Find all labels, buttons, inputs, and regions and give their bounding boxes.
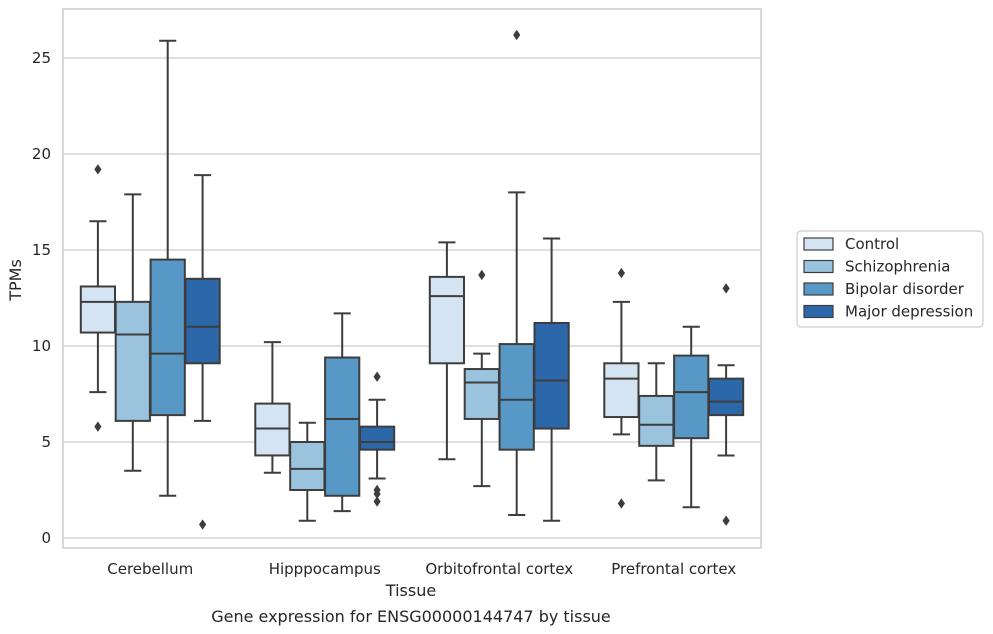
- box-iqr: [707, 377, 745, 417]
- legend-swatch: [803, 259, 834, 274]
- y-tick-label: 0: [41, 529, 51, 547]
- outlier-point: [722, 515, 730, 526]
- box-major-depression: [533, 237, 570, 522]
- box-iqr: [428, 275, 466, 365]
- box-bipolar-disorder: [673, 325, 710, 509]
- legend-label: Schizophrenia: [845, 258, 950, 276]
- y-tick-label: 20: [32, 145, 51, 163]
- outlier-point: [478, 269, 486, 281]
- legend-swatch: [803, 282, 834, 296]
- box-control: [79, 164, 117, 432]
- x-tick-label: Hipppocampus: [269, 560, 381, 578]
- box-iqr: [673, 354, 710, 440]
- outlier-point: [617, 498, 625, 509]
- box-iqr: [603, 362, 640, 419]
- legend: Control Schizophrenia Bipolar disorder Majo…: [796, 230, 984, 328]
- box-iqr: [324, 356, 361, 497]
- x-axis-title: Tissue: [385, 581, 436, 600]
- box-major-depression: [707, 283, 745, 526]
- box-major-depression: [184, 174, 221, 530]
- x-tick-label: Orbitofrontal cortex: [425, 560, 573, 578]
- outlier-point: [513, 29, 521, 41]
- box-iqr: [638, 394, 675, 447]
- box-iqr: [79, 285, 117, 334]
- outlier-point: [617, 267, 625, 279]
- x-tick-label: Prefrontal cortex: [611, 560, 736, 578]
- box-schizophrenia: [114, 193, 151, 472]
- legend-frame: [796, 230, 984, 328]
- legend-label: Bipolar disorder: [845, 280, 965, 298]
- y-axis-title: TPMs: [6, 259, 25, 302]
- box-major-depression: [358, 371, 396, 507]
- box-control: [603, 267, 640, 509]
- box-iqr: [358, 425, 396, 451]
- legend-swatch: [803, 304, 834, 319]
- y-tick-label: 15: [32, 241, 51, 259]
- box-schizophrenia: [463, 269, 500, 488]
- x-tick-labels: Cerebellum Hipppocampus Orbitofrontal cort…: [107, 560, 736, 578]
- outlier-point: [199, 519, 207, 530]
- box-iqr: [184, 277, 221, 365]
- box-bipolar-disorder: [324, 312, 361, 513]
- plot-frame: [62, 8, 762, 549]
- box-control: [254, 341, 291, 474]
- box-iqr: [533, 321, 570, 430]
- box-iqr: [289, 441, 326, 491]
- y-tick-labels: 0 5 10 15 20 25: [32, 49, 51, 547]
- box-control: [428, 241, 466, 461]
- legend-label: Control: [845, 235, 899, 253]
- outlier-point: [373, 496, 381, 507]
- outlier-point: [94, 164, 102, 175]
- outlier-point: [722, 283, 730, 294]
- box-bipolar-disorder: [498, 29, 535, 516]
- chart-caption: Gene expression for ENSG00000144747 by t…: [211, 607, 611, 626]
- y-tick-label: 5: [41, 433, 51, 451]
- box-bipolar-disorder: [149, 39, 186, 497]
- box-schizophrenia: [638, 362, 675, 482]
- box-iqr: [114, 300, 151, 422]
- box-iqr: [498, 343, 535, 451]
- legend-swatch: [803, 237, 834, 251]
- y-tick-label: 25: [32, 49, 51, 67]
- box-groups: [79, 29, 745, 530]
- y-tick-label: 10: [32, 337, 51, 355]
- x-tick-label: Cerebellum: [107, 560, 193, 578]
- box-iqr: [149, 258, 186, 417]
- box-iqr: [463, 368, 500, 420]
- outlier-point: [373, 371, 381, 382]
- box-schizophrenia: [289, 421, 326, 522]
- outlier-point: [373, 484, 381, 496]
- legend-label: Major depression: [845, 303, 973, 321]
- outlier-point: [94, 421, 102, 432]
